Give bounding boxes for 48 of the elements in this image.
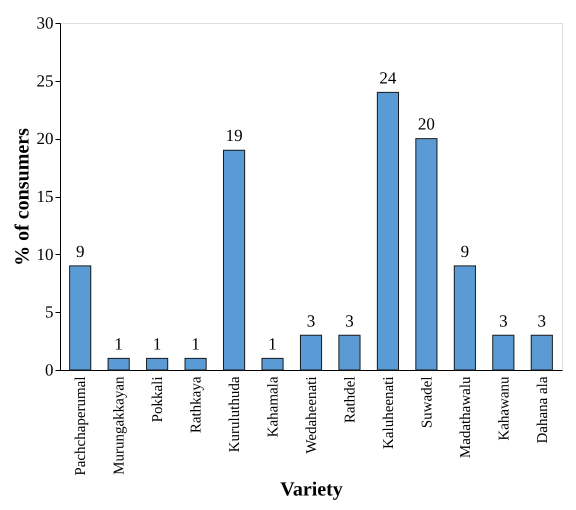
x-axis-title: Variety bbox=[280, 478, 343, 501]
bar bbox=[454, 265, 476, 370]
bar bbox=[261, 358, 284, 370]
x-tick-label: Rathdel bbox=[342, 376, 358, 424]
data-label: 20 bbox=[418, 114, 435, 134]
y-axis-title: % of consumers bbox=[12, 128, 34, 266]
data-label: 9 bbox=[76, 242, 84, 261]
data-label: 9 bbox=[460, 242, 470, 261]
data-label: 3 bbox=[345, 311, 354, 330]
x-tick-label: Kaluheenati bbox=[380, 376, 397, 449]
data-label: 1 bbox=[268, 334, 277, 354]
x-tick-label: Kuruluthuda bbox=[227, 376, 244, 452]
x-tick-label: Pachchaperumal bbox=[73, 376, 90, 476]
x-tick-label: Kahamala bbox=[266, 376, 282, 438]
bar bbox=[492, 334, 514, 370]
data-label: 24 bbox=[379, 68, 397, 88]
x-tick-label: Rathkaya bbox=[188, 376, 205, 434]
x-tick-label: Kahawanu bbox=[496, 376, 512, 441]
x-tick-label: Dahana ala bbox=[534, 376, 551, 444]
data-label: 1 bbox=[191, 334, 200, 354]
x-tick-label: Murungakkayan bbox=[112, 376, 128, 475]
y-tick-label: 0 bbox=[45, 360, 54, 380]
y-tick-label: 20 bbox=[36, 129, 54, 148]
data-label: 3 bbox=[538, 311, 546, 330]
x-tick-label: Wedaheenati bbox=[304, 376, 320, 454]
y-tick-label: 15 bbox=[36, 187, 54, 206]
data-label: 3 bbox=[499, 311, 508, 330]
y-tick-label: 25 bbox=[36, 71, 54, 90]
bar bbox=[222, 150, 246, 370]
bar bbox=[300, 334, 322, 370]
bar bbox=[415, 138, 438, 370]
x-tick-label: Suwadel bbox=[419, 376, 436, 428]
bar bbox=[146, 358, 168, 370]
y-tick-label: 10 bbox=[36, 244, 54, 264]
bar bbox=[376, 92, 400, 370]
bar bbox=[184, 358, 207, 370]
bar bbox=[108, 358, 130, 370]
data-label: 1 bbox=[114, 334, 123, 354]
x-tick-label: Pokkali bbox=[150, 376, 166, 422]
y-tick-label: 30 bbox=[36, 14, 54, 32]
data-label: 19 bbox=[226, 126, 243, 146]
y-tick-label: 5 bbox=[45, 302, 54, 322]
bar bbox=[69, 265, 92, 370]
x-tick-label: Madathawalu bbox=[458, 376, 474, 458]
bar bbox=[338, 334, 361, 370]
data-label: 1 bbox=[152, 334, 162, 354]
bar bbox=[530, 334, 553, 370]
data-label: 3 bbox=[306, 311, 316, 330]
